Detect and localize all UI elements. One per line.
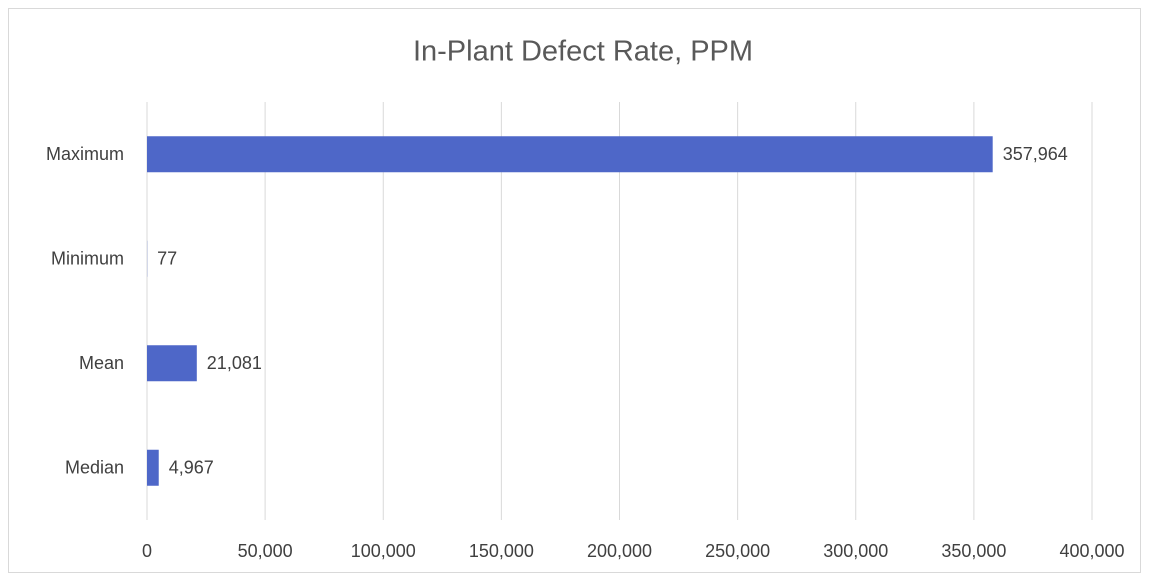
bar [147,345,197,382]
x-tick-label: 150,000 [469,541,534,561]
y-tick-label: Minimum [51,249,124,269]
data-label: 4,967 [169,458,214,478]
x-tick-label: 0 [142,541,152,561]
data-label: 77 [157,249,177,269]
bar [147,136,993,173]
data-label: 357,964 [1003,144,1068,164]
bar [147,449,159,486]
y-tick-label: Median [65,458,124,478]
chart-title: In-Plant Defect Rate, PPM [413,36,753,68]
data-label: 21,081 [207,353,262,373]
x-tick-label: 100,000 [351,541,416,561]
x-tick-label: 50,000 [238,541,293,561]
x-tick-label: 350,000 [941,541,1006,561]
x-tick-label: 200,000 [587,541,652,561]
y-tick-label: Maximum [46,144,124,164]
chart-border [8,8,1141,573]
x-tick-label: 250,000 [705,541,770,561]
x-tick-label: 300,000 [823,541,888,561]
x-tick-label: 400,000 [1059,541,1124,561]
y-tick-label: Mean [79,353,124,373]
